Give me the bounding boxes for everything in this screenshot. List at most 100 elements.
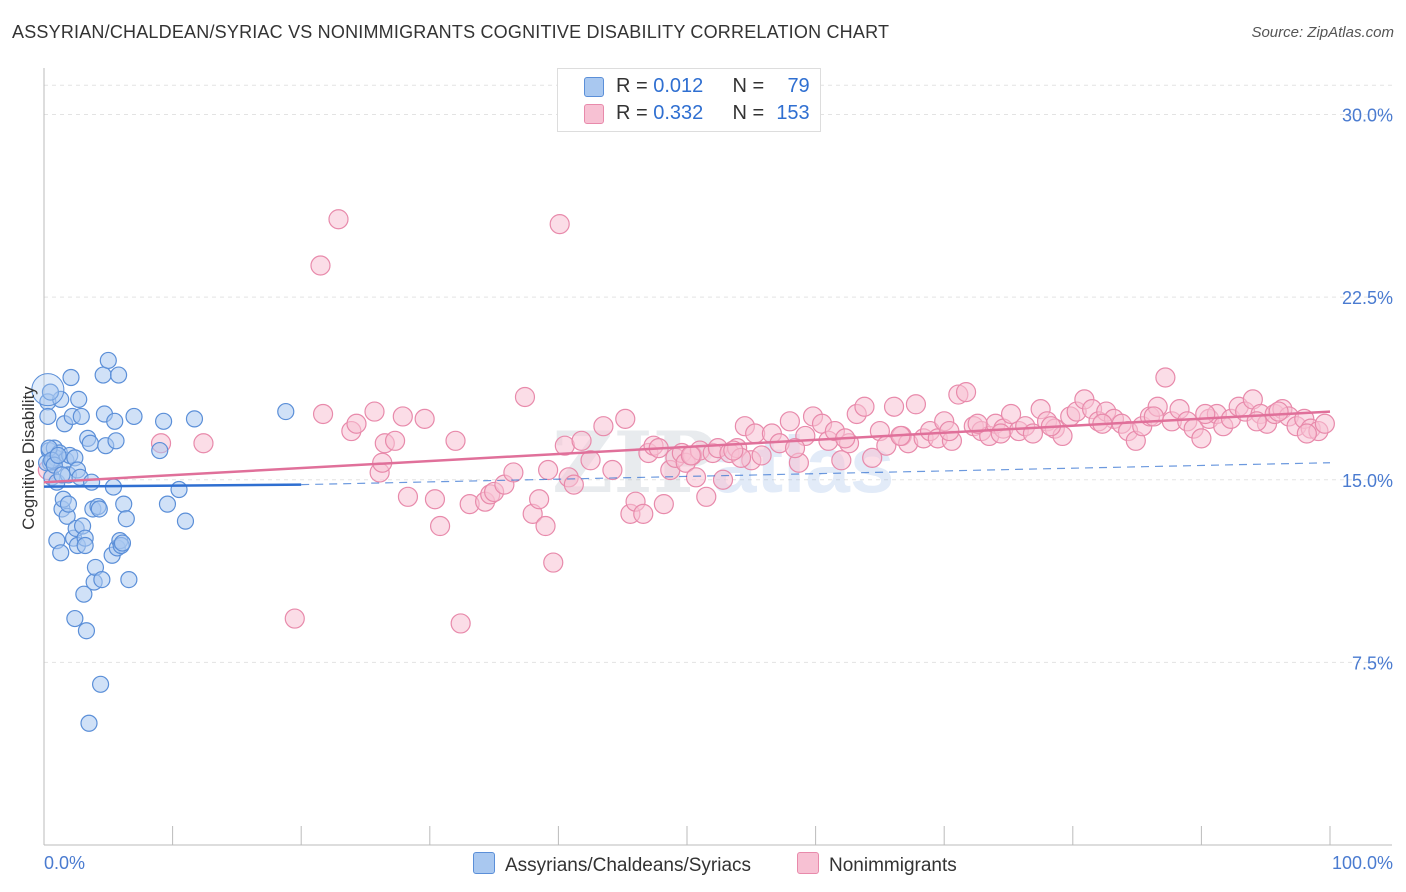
nonimmigrants-point bbox=[696, 486, 717, 507]
assyrians-point bbox=[81, 434, 99, 452]
assyrians-trend-line bbox=[43, 483, 302, 488]
assyrians-point bbox=[185, 410, 204, 428]
nonimmigrants-point bbox=[424, 489, 446, 510]
assyrians-point bbox=[66, 609, 84, 628]
assyrians-point bbox=[120, 570, 138, 589]
assyrians-point bbox=[91, 675, 110, 693]
assyrians-point bbox=[90, 500, 108, 518]
legend-r-label: R = bbox=[616, 75, 654, 97]
assyrians-point bbox=[75, 585, 93, 603]
assyrians-point bbox=[52, 544, 70, 562]
assyrians-point bbox=[62, 368, 80, 387]
nonimmigrants-point bbox=[712, 469, 734, 490]
nonimmigrants-point bbox=[779, 411, 800, 432]
nonimmigrants-point bbox=[1314, 413, 1335, 434]
y-tick-label: 30.0% bbox=[1342, 106, 1393, 126]
nonimmigrants-point bbox=[563, 474, 584, 495]
bottom-legend-label-1: Assyrians/Chaldeans/Syriacs bbox=[505, 855, 752, 876]
assyrians-point bbox=[93, 570, 111, 589]
assyrians-point bbox=[125, 407, 143, 426]
nonimmigrants-point bbox=[1191, 428, 1212, 449]
nonimmigrants-point bbox=[538, 459, 559, 481]
assyrians-point bbox=[176, 512, 195, 530]
nonimmigrants-point bbox=[535, 515, 556, 537]
assyrians-point bbox=[170, 480, 188, 499]
nonimmigrants-point bbox=[549, 213, 570, 235]
legend-n-value-2: 153 bbox=[776, 102, 810, 124]
bottom-legend-assyrians: Assyrians/Chaldeans/Syriacs bbox=[473, 852, 751, 877]
assyrians-point bbox=[115, 495, 133, 513]
assyrians-point bbox=[113, 534, 132, 552]
assyrians-point bbox=[72, 407, 90, 426]
assyrians-point bbox=[41, 383, 60, 401]
assyrians-point bbox=[117, 510, 135, 528]
assyrians-point bbox=[99, 351, 117, 370]
nonimmigrants-point bbox=[310, 255, 331, 276]
nonimmigrants-point bbox=[1268, 401, 1289, 422]
assyrians-points bbox=[31, 351, 295, 732]
source-label: Source: ZipAtlas.com bbox=[1251, 24, 1394, 41]
trend-lines bbox=[43, 410, 1331, 488]
nonimmigrants-point bbox=[328, 209, 349, 230]
assyrians-point bbox=[70, 390, 88, 409]
nonimmigrants-point bbox=[346, 413, 367, 434]
nonimmigrants-point bbox=[529, 489, 550, 510]
nonimmigrants-point bbox=[883, 396, 905, 417]
nonimmigrants-point bbox=[450, 613, 471, 634]
nonimmigrants-point bbox=[1296, 423, 1317, 444]
nonimmigrants-trend-line bbox=[43, 410, 1331, 484]
assyrians-point bbox=[151, 441, 169, 460]
nonimmigrants-point bbox=[854, 396, 875, 417]
nonimmigrants-point bbox=[445, 430, 466, 451]
nonimmigrants-point bbox=[751, 445, 772, 466]
nonimmigrants-point bbox=[392, 406, 413, 427]
assyrians-point bbox=[107, 432, 125, 450]
legend-swatch-pink bbox=[584, 104, 604, 124]
nonimmigrants-point bbox=[831, 450, 852, 471]
nonimmigrants-point bbox=[1155, 367, 1176, 388]
nonimmigrants-point bbox=[429, 515, 451, 537]
nonimmigrants-point bbox=[514, 386, 536, 408]
assyrians-point bbox=[154, 412, 173, 430]
nonimmigrants-point bbox=[862, 447, 883, 468]
assyrians-point bbox=[82, 473, 101, 491]
nonimmigrants-point bbox=[593, 416, 614, 437]
nonimmigrants-point bbox=[1195, 403, 1216, 425]
y-tick-label: 7.5% bbox=[1352, 653, 1393, 673]
legend-r-label: R = bbox=[616, 102, 654, 124]
assyrians-point bbox=[109, 366, 128, 384]
nonimmigrants-point bbox=[580, 450, 601, 471]
nonimmigrants-point bbox=[364, 401, 385, 422]
nonimmigrants-point bbox=[653, 494, 674, 515]
assyrians-point bbox=[49, 446, 67, 465]
nonimmigrants-point bbox=[955, 382, 977, 403]
assyrians-point bbox=[31, 373, 65, 407]
bottom-swatch-blue bbox=[473, 852, 495, 874]
assyrians-point bbox=[76, 536, 94, 555]
nonimmigrants-point bbox=[680, 445, 701, 466]
assyrians-point bbox=[94, 366, 112, 384]
nonimmigrants-point bbox=[414, 408, 435, 429]
grid-lines bbox=[44, 84, 1392, 663]
legend-r-value-1: 0.012 bbox=[653, 75, 704, 97]
nonimmigrants-point bbox=[602, 459, 623, 481]
nonimmigrants-point bbox=[284, 608, 305, 629]
nonimmigrants-point bbox=[615, 408, 636, 429]
legend-n-value-1: 79 bbox=[787, 75, 810, 97]
legend-n-label: N = bbox=[732, 75, 770, 97]
assyrians-point bbox=[53, 466, 71, 484]
nonimmigrants-point bbox=[312, 403, 334, 425]
legend-r-value-2: 0.332 bbox=[653, 102, 704, 124]
y-axis-label: Cognitive Disability bbox=[19, 386, 38, 530]
bottom-legend-nonimmigrants: Nonimmigrants bbox=[797, 852, 957, 877]
nonimmigrants-point bbox=[193, 433, 214, 454]
bottom-legend-label-2: Nonimmigrants bbox=[829, 855, 957, 876]
nonimmigrants-point bbox=[384, 430, 406, 451]
nonimmigrants-point bbox=[967, 413, 988, 434]
y-tick-label: 22.5% bbox=[1342, 288, 1393, 308]
nonimmigrants-point bbox=[633, 503, 654, 524]
bottom-swatch-pink bbox=[797, 852, 819, 874]
nonimmigrants-point bbox=[397, 486, 419, 507]
assyrians-point bbox=[80, 714, 98, 732]
